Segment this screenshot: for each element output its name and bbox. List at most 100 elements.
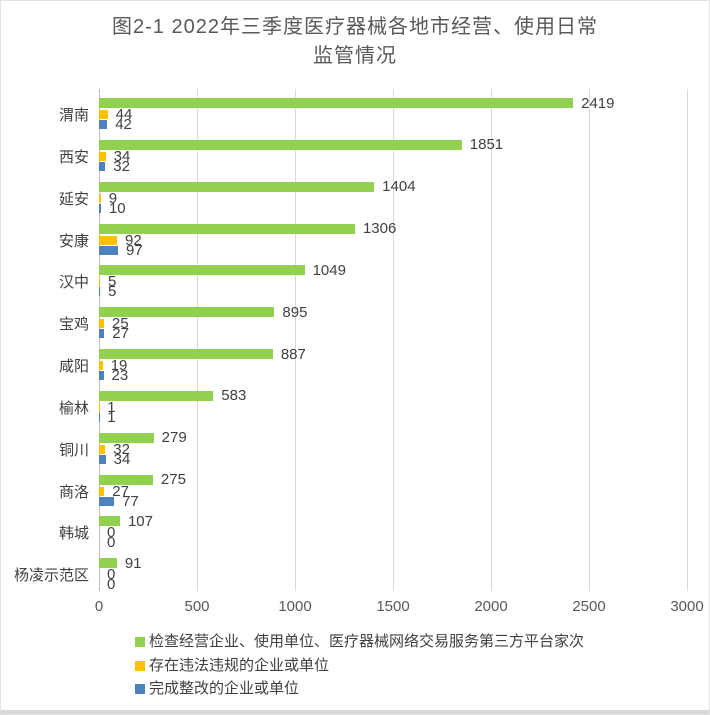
bar-inspections-11 bbox=[99, 558, 117, 569]
category-label-4: 汉中 bbox=[58, 274, 89, 292]
bar-violations-8 bbox=[99, 444, 106, 454]
value-label-rectified-5: 27 bbox=[112, 325, 129, 343]
x-tick-2000: 2000 bbox=[474, 598, 508, 615]
value-label-inspections-11: 91 bbox=[124, 554, 142, 572]
value-label-violations-4: 5 bbox=[107, 273, 117, 291]
value-label-violations-5: 25 bbox=[111, 315, 129, 333]
value-label-violations-7: 1 bbox=[107, 398, 116, 416]
bar-rectified-3 bbox=[99, 245, 118, 255]
value-label-violations-9: 27 bbox=[112, 482, 129, 500]
value-label-inspections-6: 887 bbox=[280, 345, 306, 363]
bar-violations-5 bbox=[99, 319, 104, 329]
bar-violations-2 bbox=[99, 193, 101, 203]
value-label-inspections-5: 895 bbox=[282, 303, 308, 321]
value-label-violations-0: 44 bbox=[115, 106, 133, 123]
bar-violations-4 bbox=[99, 277, 100, 287]
bar-inspections-8 bbox=[99, 432, 154, 443]
bar-rectified-2 bbox=[99, 203, 101, 213]
value-label-inspections-9: 275 bbox=[160, 471, 186, 488]
value-label-violations-11: 0 bbox=[107, 566, 116, 584]
value-label-inspections-8: 279 bbox=[161, 429, 187, 447]
gridline-2500 bbox=[589, 89, 590, 591]
value-label-inspections-3: 1306 bbox=[362, 220, 397, 237]
bar-inspections-9 bbox=[99, 474, 153, 485]
bar-inspections-1 bbox=[99, 139, 462, 150]
value-label-rectified-3: 97 bbox=[126, 241, 143, 259]
gridline-3000 bbox=[687, 89, 688, 591]
value-label-violations-6: 19 bbox=[110, 357, 128, 374]
value-label-inspections-7: 583 bbox=[221, 387, 247, 405]
bar-rectified-8 bbox=[99, 454, 106, 464]
value-label-rectified-6: 23 bbox=[111, 367, 129, 384]
value-label-rectified-7: 1 bbox=[107, 408, 116, 426]
chart-title: 图2-1 2022年三季度医疗器械各地市经营、使用日常 监管情况 bbox=[112, 16, 598, 67]
value-label-inspections-10: 107 bbox=[127, 512, 153, 530]
value-label-inspections-2: 1404 bbox=[382, 178, 416, 196]
bar-inspections-10 bbox=[99, 516, 120, 527]
bar-rectified-4 bbox=[99, 287, 100, 297]
gridline-1500 bbox=[393, 89, 394, 591]
value-label-rectified-10: 0 bbox=[107, 534, 116, 552]
bar-inspections-5 bbox=[99, 307, 275, 318]
x-tick-2500: 2500 bbox=[572, 598, 606, 615]
value-label-rectified-2: 10 bbox=[108, 199, 126, 217]
bar-inspections-0 bbox=[99, 98, 574, 108]
category-label-5: 宝鸡 bbox=[58, 316, 89, 334]
bar-violations-9 bbox=[99, 486, 105, 496]
legend-marker-inspections bbox=[135, 637, 145, 647]
legend-label-rectified: 完成整改的企业或单位 bbox=[149, 680, 300, 697]
x-tick-3000: 3000 bbox=[670, 598, 704, 615]
x-tick-500: 500 bbox=[184, 598, 210, 615]
bar-inspections-7 bbox=[99, 390, 214, 401]
bar-rectified-0 bbox=[99, 120, 108, 129]
value-label-violations-8: 32 bbox=[113, 440, 130, 458]
y-axis-line bbox=[99, 89, 100, 591]
x-tick-0: 0 bbox=[94, 598, 104, 615]
category-label-11: 杨凌示范区 bbox=[13, 567, 89, 585]
window-bottom-edge bbox=[1, 710, 709, 714]
legend-label-violations: 存在违法违规的企业或单位 bbox=[149, 656, 330, 674]
legend-marker-violations bbox=[135, 660, 145, 671]
bar-inspections-3 bbox=[99, 223, 355, 234]
value-label-rectified-8: 34 bbox=[113, 450, 131, 468]
bar-rectified-9 bbox=[99, 496, 115, 506]
value-label-rectified-9: 77 bbox=[122, 492, 139, 510]
category-label-7: 榆林 bbox=[58, 399, 89, 417]
value-label-inspections-4: 1049 bbox=[312, 261, 346, 279]
bar-inspections-2 bbox=[99, 181, 375, 192]
value-label-violations-10: 0 bbox=[107, 524, 116, 542]
bar-inspections-6 bbox=[99, 349, 273, 359]
bar-rectified-5 bbox=[99, 329, 105, 339]
value-label-rectified-1: 32 bbox=[113, 157, 130, 175]
bar-violations-6 bbox=[99, 361, 103, 370]
value-label-inspections-0: 2419 bbox=[581, 94, 615, 112]
bar-rectified-1 bbox=[99, 161, 106, 171]
value-label-violations-2: 9 bbox=[108, 189, 118, 207]
gridline-2000 bbox=[491, 89, 492, 591]
value-label-violations-1: 34 bbox=[113, 147, 131, 165]
value-label-violations-3: 92 bbox=[125, 231, 142, 249]
bar-rectified-6 bbox=[99, 371, 104, 380]
category-label-1: 西安 bbox=[58, 148, 89, 166]
category-label-3: 安康 bbox=[58, 232, 89, 250]
legend-label-inspections: 检查经营企业、使用单位、医疗器械网络交易服务第三方平台家次 bbox=[149, 633, 585, 650]
x-tick-1000: 1000 bbox=[278, 598, 312, 615]
category-label-10: 韩城 bbox=[58, 525, 89, 543]
category-label-2: 延安 bbox=[58, 190, 89, 208]
legend-marker-rectified bbox=[135, 684, 145, 694]
category-label-9: 商洛 bbox=[58, 483, 89, 501]
value-label-rectified-0: 42 bbox=[115, 116, 132, 133]
bar-inspections-4 bbox=[99, 265, 305, 276]
x-tick-1500: 1500 bbox=[376, 598, 410, 615]
bar-violations-3 bbox=[99, 235, 118, 245]
bar-violations-1 bbox=[99, 151, 106, 161]
value-label-inspections-1: 1851 bbox=[469, 136, 504, 154]
value-label-rectified-4: 5 bbox=[107, 283, 117, 301]
gridline-500 bbox=[197, 89, 198, 591]
bar-violations-0 bbox=[99, 110, 108, 119]
gridline-1000 bbox=[295, 89, 296, 591]
value-label-rectified-11: 0 bbox=[107, 576, 116, 594]
category-label-0: 渭南 bbox=[58, 107, 89, 124]
